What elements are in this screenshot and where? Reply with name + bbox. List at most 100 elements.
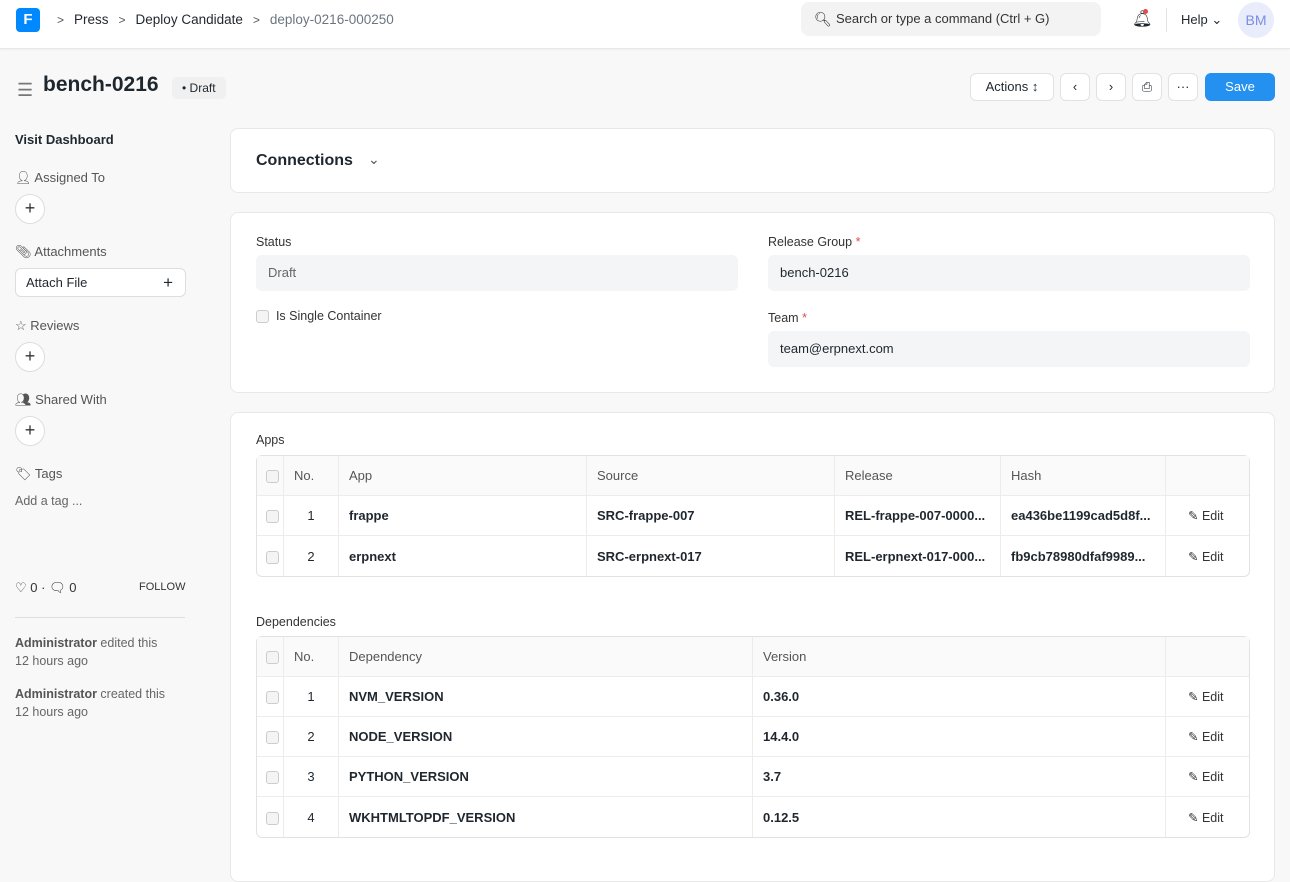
- visit-dashboard-link[interactable]: Visit Dashboard: [15, 132, 114, 147]
- edit-button[interactable]: ✎ Edit: [1166, 717, 1249, 757]
- bell-icon[interactable]: 🔔︎: [1132, 11, 1153, 28]
- attachments-label: 📎︎ Attachments: [15, 244, 107, 259]
- row-checkbox[interactable]: [266, 771, 279, 785]
- add-assignee-button[interactable]: +: [15, 194, 45, 224]
- status-field: Draft: [256, 255, 738, 291]
- edit-button[interactable]: ✎ Edit: [1188, 810, 1224, 825]
- divider: [1166, 8, 1167, 32]
- heart-icon: ♡: [15, 580, 27, 595]
- users-icon: 👥︎: [15, 392, 32, 407]
- likes[interactable]: ♡ 0 · 🗨︎ 0: [15, 580, 77, 595]
- search-icon: 🔍︎: [814, 11, 832, 27]
- page-title: bench-0216: [43, 73, 159, 96]
- follow-button[interactable]: FOLLOW: [139, 581, 186, 593]
- activity-item: Administrator edited this 12 hours ago: [15, 636, 158, 668]
- star-icon: ☆: [15, 318, 27, 333]
- tag-icon: 🏷︎: [15, 466, 32, 481]
- connections-title: Connections: [256, 152, 353, 169]
- search-placeholder: Search or type a command (Ctrl + G): [836, 11, 1050, 26]
- pencil-icon: ✎: [1188, 549, 1199, 564]
- column-header: Version: [753, 637, 1166, 677]
- status-label: Status: [256, 235, 292, 249]
- attach-file-label: Attach File: [26, 275, 88, 290]
- actions-button[interactable]: Actions ↕: [970, 73, 1054, 101]
- app-logo[interactable]: F: [16, 8, 40, 32]
- row-checkbox[interactable]: [266, 510, 279, 524]
- actions-label: Actions: [985, 79, 1029, 94]
- status-badge: • Draft: [172, 77, 226, 99]
- activity-item: Administrator created this 12 hours ago: [15, 687, 166, 719]
- breadcrumb: > Press > Deploy Candidate > deploy-0216…: [55, 12, 394, 27]
- help-label: Help: [1181, 12, 1208, 27]
- pencil-icon: ✎: [1188, 730, 1199, 744]
- column-header: Release: [835, 456, 1001, 496]
- team-field[interactable]: team@erpnext.com: [768, 331, 1250, 367]
- tags-label: 🏷︎ Tags: [15, 466, 63, 481]
- avatar[interactable]: BM: [1238, 2, 1274, 38]
- edit-button[interactable]: ✎ Edit: [1188, 549, 1224, 564]
- breadcrumb-press[interactable]: Press: [74, 12, 109, 27]
- select-all-checkbox[interactable]: [266, 651, 279, 665]
- more-icon[interactable]: ···: [1168, 73, 1198, 101]
- save-button[interactable]: Save: [1205, 73, 1275, 101]
- paperclip-icon: 📎︎: [15, 244, 32, 259]
- add-tag-link[interactable]: Add a tag ...: [15, 494, 83, 508]
- pencil-icon: ✎: [1188, 770, 1199, 784]
- chevron-down-icon[interactable]: ⌄: [368, 151, 380, 167]
- apps-label: Apps: [256, 433, 285, 447]
- select-all-checkbox[interactable]: [266, 470, 279, 484]
- user-icon: 👤︎: [15, 170, 32, 185]
- edit-button[interactable]: ✎ Edit: [1166, 677, 1249, 717]
- edit-button[interactable]: ✎ Edit: [1166, 496, 1249, 536]
- help-menu[interactable]: Help ⌄: [1181, 12, 1222, 28]
- pencil-icon: ✎: [1188, 509, 1199, 523]
- print-icon[interactable]: ⎙: [1132, 73, 1162, 101]
- comment-icon: 🗨︎: [49, 580, 66, 595]
- chevron-right-icon: >: [57, 12, 65, 27]
- row-checkbox[interactable]: [266, 731, 279, 745]
- row-checkbox[interactable]: [266, 550, 279, 564]
- table-row[interactable]: 2 NODE_VERSION 14.4.0 ✎ Edit: [257, 717, 1249, 757]
- chevron-down-icon: ⌄: [1211, 12, 1223, 27]
- table-row[interactable]: 1 NVM_VERSION 0.36.0 ✎ Edit: [257, 677, 1249, 717]
- column-header: Dependency: [339, 637, 753, 677]
- attach-file-button[interactable]: Attach File +: [15, 268, 186, 297]
- previous-button[interactable]: ‹: [1060, 73, 1090, 101]
- column-header: App: [339, 456, 587, 496]
- breadcrumb-current[interactable]: deploy-0216-000250: [269, 12, 394, 27]
- row-checkbox[interactable]: [266, 811, 279, 825]
- plus-icon: +: [163, 273, 173, 292]
- pencil-icon: ✎: [1188, 810, 1199, 825]
- details-section: Status Draft Is Single Container Release…: [230, 212, 1275, 393]
- column-header: Source: [587, 456, 835, 496]
- table-row[interactable]: 1 frappe SRC-frappe-007 REL-frappe-007-0000…: [257, 496, 1249, 536]
- add-share-button[interactable]: +: [15, 416, 45, 446]
- connections-section[interactable]: Connections ⌄: [230, 128, 1275, 193]
- comment-count: 0: [69, 580, 77, 595]
- table-row[interactable]: 3 PYTHON_VERSION 3.7 ✎ Edit: [257, 757, 1249, 797]
- table-row[interactable]: 4 WKHTMLTOPDF_VERSION 0.12.5 ✎ Edit: [257, 797, 1249, 837]
- apps-table: No. App Source Release Hash 1 frappe SRC-frapp…: [256, 455, 1250, 577]
- column-header: No.: [284, 456, 339, 496]
- next-button[interactable]: ›: [1096, 73, 1126, 101]
- search-bar[interactable]: 🔍︎ Search or type a command (Ctrl + G): [801, 2, 1101, 36]
- dependencies-table: No. Dependency Version 1 NVM_VERSION 0.36.0 ✎…: [256, 636, 1250, 838]
- breadcrumb-deploy-candidate[interactable]: Deploy Candidate: [135, 12, 243, 27]
- table-row[interactable]: 2 erpnext SRC-erpnext-017 REL-erpnext-017-0…: [257, 536, 1249, 576]
- notification-dot: [1143, 9, 1148, 14]
- dependencies-label: Dependencies: [256, 615, 336, 629]
- topbar: F > Press > Deploy Candidate > deploy-02…: [0, 0, 1290, 49]
- chevron-right-icon: >: [118, 12, 126, 27]
- divider: [15, 617, 185, 618]
- edit-button[interactable]: ✎ Edit: [1166, 757, 1249, 797]
- assigned-to-label: 👤︎ Assigned To: [15, 170, 106, 185]
- sidebar-toggle-icon[interactable]: ☰: [17, 80, 34, 100]
- release-group-label: Release Group *: [768, 235, 861, 249]
- team-label: Team *: [768, 311, 807, 325]
- release-group-field[interactable]: bench-0216: [768, 255, 1250, 291]
- single-container-checkbox[interactable]: Is Single Container: [256, 309, 382, 324]
- row-checkbox[interactable]: [266, 691, 279, 705]
- column-header: Hash: [1001, 456, 1166, 496]
- chevron-right-icon: >: [252, 12, 260, 27]
- add-review-button[interactable]: +: [15, 342, 45, 372]
